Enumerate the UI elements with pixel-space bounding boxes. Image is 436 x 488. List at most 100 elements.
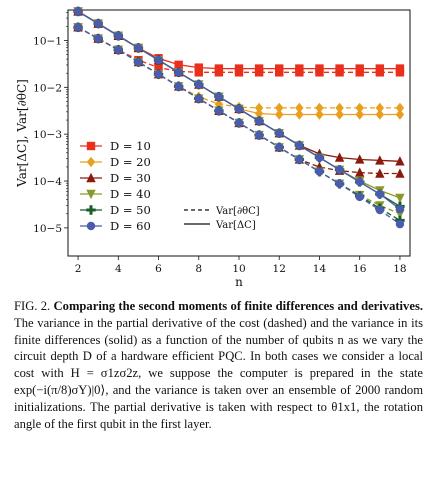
- series-marker: [275, 143, 284, 152]
- y-tick-label: 10−1: [33, 35, 62, 47]
- legend-marker: [86, 156, 96, 168]
- series-marker: [114, 45, 123, 55]
- series-marker: [174, 60, 183, 70]
- series-marker: [335, 179, 344, 189]
- series-marker: [295, 141, 304, 150]
- legend-style-label: Var[∂θC]: [215, 206, 260, 217]
- x-tick-label: 16: [353, 263, 367, 275]
- series-marker: [335, 68, 344, 77]
- x-tick-label: 14: [313, 263, 327, 275]
- series-marker: [154, 63, 163, 72]
- series-marker: [355, 102, 364, 114]
- series-marker: [254, 108, 264, 119]
- series-marker: [234, 104, 244, 114]
- series-marker: [194, 68, 203, 77]
- figure-chart: 2 4 6 8 10 12 14 16 18 10−1 10−2 10−3 10−4 10−5 n Var[Δ…: [15, 6, 411, 289]
- series-marker: [335, 102, 344, 114]
- series-marker: [194, 63, 203, 72]
- series-marker: [254, 102, 264, 114]
- x-tick-label: 12: [273, 263, 286, 275]
- series-marker: [375, 68, 385, 77]
- series-marker: [214, 106, 224, 115]
- series-marker: [174, 82, 183, 91]
- caption-title: Comparing the second moments of finite d…: [53, 299, 423, 313]
- series-marker: [254, 116, 264, 126]
- x-tick-label: 18: [393, 263, 406, 275]
- series-marker: [134, 57, 143, 67]
- series-marker: [335, 165, 344, 174]
- series-marker: [275, 102, 284, 114]
- series-marker: [214, 92, 224, 101]
- series-marker: [375, 205, 385, 215]
- legend-label: D = 40: [110, 187, 151, 201]
- series-marker: [315, 102, 324, 114]
- figure-label: FIG. 2.: [14, 299, 51, 313]
- series-marker: [295, 109, 304, 120]
- series-marker: [154, 55, 163, 65]
- y-tick-label: 10−4: [33, 176, 62, 188]
- series-marker: [154, 69, 163, 79]
- legend-marker: [86, 205, 96, 215]
- series-marker: [375, 102, 385, 114]
- legend-marker: [86, 172, 96, 183]
- series-marker: [395, 204, 405, 214]
- series-solid-line: [77, 10, 400, 116]
- series-marker: [395, 68, 405, 77]
- series-marker: [334, 152, 345, 162]
- series-marker: [254, 130, 264, 140]
- series-marker: [355, 109, 364, 120]
- series-marker: [315, 109, 324, 120]
- series-marker: [214, 68, 224, 77]
- x-axis-label: n: [235, 275, 243, 289]
- series-marker: [395, 109, 405, 120]
- series-marker: [73, 23, 83, 32]
- legend-style-label: Var[ΔC]: [215, 220, 256, 231]
- series-marker: [275, 109, 284, 120]
- x-tick-label: 10: [232, 263, 245, 275]
- series-marker: [315, 68, 324, 77]
- legend-marker: [86, 189, 96, 200]
- y-axis-label: Var[ΔC], Var[∂θC]: [15, 79, 29, 188]
- y-tick-label: 10−5: [33, 223, 62, 235]
- figure-caption: FIG. 2. Comparing the second moments of …: [14, 298, 423, 432]
- caption-body: The variance in the partial derivative o…: [14, 315, 423, 431]
- series-marker: [174, 68, 183, 77]
- series-marker: [234, 118, 244, 128]
- series-marker: [355, 68, 364, 77]
- series-marker: [214, 98, 224, 110]
- series-marker: [93, 34, 103, 43]
- series-marker: [395, 168, 405, 178]
- x-tick-label: 6: [155, 263, 162, 275]
- series-marker: [295, 102, 304, 114]
- series-marker: [194, 94, 203, 103]
- series-marker: [395, 156, 405, 166]
- series-marker: [93, 19, 103, 28]
- series-marker: [355, 177, 364, 187]
- series-marker: [234, 68, 244, 77]
- series-marker: [194, 80, 203, 89]
- series-marker: [275, 129, 284, 138]
- y-tick-label: 10−2: [33, 82, 62, 94]
- series-marker: [295, 68, 304, 77]
- series-marker: [335, 109, 344, 120]
- legend-marker: [86, 221, 96, 231]
- series-marker: [315, 167, 324, 176]
- legend-label: D = 10: [110, 139, 151, 153]
- legend-label: D = 50: [110, 203, 151, 217]
- series-marker: [395, 219, 405, 229]
- series-marker: [395, 193, 405, 204]
- x-tick-label: 2: [75, 263, 82, 275]
- series-marker: [315, 153, 324, 162]
- legend-label: D = 30: [110, 171, 151, 185]
- y-tick-label: 10−3: [33, 129, 62, 141]
- series-marker: [355, 192, 364, 202]
- series-marker: [114, 31, 123, 40]
- series-marker: [355, 167, 365, 177]
- series-dashed-line: [77, 26, 400, 109]
- series-marker: [375, 109, 385, 120]
- series-marker: [254, 68, 264, 77]
- x-tick-label: 4: [115, 263, 122, 275]
- series-marker: [375, 189, 385, 199]
- legend-label: D = 20: [110, 155, 151, 169]
- series-marker: [134, 43, 143, 53]
